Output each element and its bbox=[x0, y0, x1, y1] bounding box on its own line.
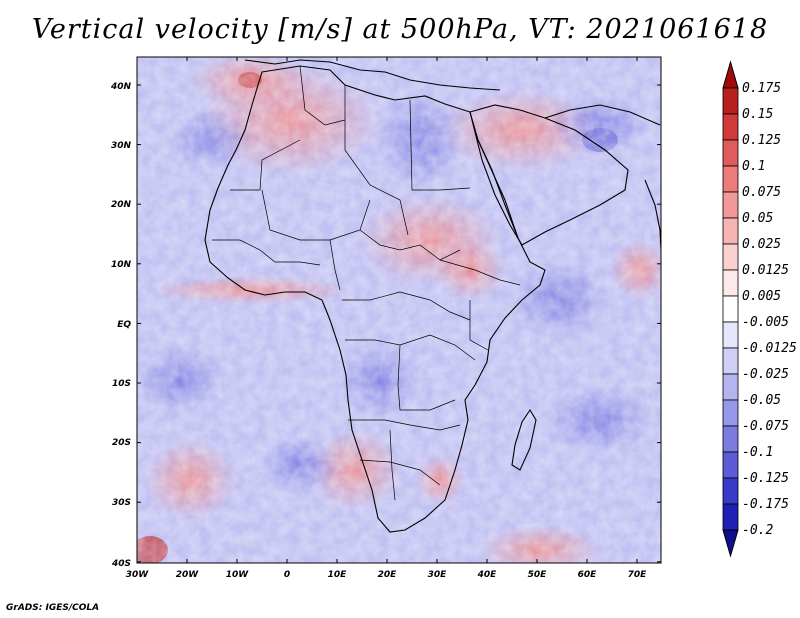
axis-ticks bbox=[136, 57, 661, 563]
colorbar-swatch bbox=[722, 399, 739, 427]
country-borders bbox=[212, 65, 521, 501]
colorbar-label: 0.1 bbox=[742, 159, 765, 174]
colorbar-label: -0.125 bbox=[742, 471, 789, 486]
lon-label: 10E bbox=[328, 570, 348, 580]
colorbar-swatch bbox=[722, 243, 739, 271]
colorbar-swatch bbox=[722, 139, 739, 167]
colorbar-swatch bbox=[722, 477, 739, 505]
colorbar-swatch bbox=[722, 451, 739, 479]
colorbar-swatch bbox=[722, 269, 739, 297]
lat-label: 40S bbox=[111, 559, 131, 569]
lon-label: 70E bbox=[628, 570, 648, 580]
colorbar-swatch bbox=[722, 321, 739, 349]
lat-label: 30S bbox=[112, 498, 131, 508]
lon-label: 20W bbox=[176, 570, 200, 580]
colorbar-label: 0.025 bbox=[742, 237, 781, 252]
colorbar-swatch bbox=[722, 165, 739, 193]
colorbar-label: -0.075 bbox=[742, 419, 789, 434]
colorbar-label: -0.2 bbox=[742, 523, 773, 538]
colorbar-label: -0.025 bbox=[742, 367, 789, 382]
colorbar-swatch bbox=[722, 191, 739, 219]
lat-label: 20S bbox=[112, 438, 131, 448]
lon-label: 10W bbox=[226, 570, 250, 580]
colorbar-label: -0.1 bbox=[742, 445, 773, 460]
colorbar-swatch bbox=[722, 347, 739, 375]
colorbar-label: 0.125 bbox=[742, 133, 781, 148]
colorbar-label: 0.05 bbox=[742, 211, 773, 226]
lon-label: 30E bbox=[428, 570, 448, 580]
coastlines bbox=[204, 59, 661, 533]
colorbar-label: 0.0125 bbox=[742, 263, 789, 278]
colorbar-swatch bbox=[722, 217, 739, 245]
lon-label: 0 bbox=[284, 570, 290, 580]
colorbar-label: 0.075 bbox=[742, 185, 781, 200]
lat-label: 10N bbox=[111, 260, 132, 270]
colorbar-label: 0.175 bbox=[742, 81, 781, 96]
lon-label: 30W bbox=[126, 570, 150, 580]
lon-label: 20E bbox=[378, 570, 398, 580]
map-frame bbox=[136, 56, 662, 564]
colorbar-swatch bbox=[722, 295, 739, 323]
colorbar-label: -0.175 bbox=[742, 497, 789, 512]
lon-label: 50E bbox=[528, 570, 548, 580]
lon-label: 40E bbox=[477, 570, 498, 580]
colorbar-labels: 0.175 0.15 0.125 0.1 0.075 0.05 0.025 0.… bbox=[742, 81, 797, 538]
grads-credit: GrADS: IGES/COLA bbox=[6, 603, 100, 613]
colorbar-label: 0.15 bbox=[742, 107, 773, 122]
colorbar-label: -0.0125 bbox=[742, 341, 797, 356]
lat-label: EQ bbox=[117, 320, 131, 330]
colorbar-bottom-arrow bbox=[722, 529, 739, 558]
lon-label: 60E bbox=[578, 570, 598, 580]
lat-label: 20N bbox=[111, 200, 132, 210]
colorbar-swatch bbox=[722, 373, 739, 401]
colorbar-label: 0.005 bbox=[742, 289, 781, 304]
colorbar-swatch bbox=[722, 503, 739, 531]
lat-label: 40N bbox=[110, 82, 132, 92]
latitude-labels: 40N 30N 20N 10N EQ 10S 20S 30S 40S bbox=[110, 82, 132, 569]
chart-title: Vertical velocity [m/s] at 500hPa, VT: 2… bbox=[31, 14, 769, 45]
lat-label: 30N bbox=[111, 141, 132, 151]
colorbar-label: -0.005 bbox=[742, 315, 789, 330]
colorbar-swatch bbox=[722, 113, 739, 141]
colorbar-label: -0.05 bbox=[742, 393, 781, 408]
colorbar-swatch bbox=[722, 87, 739, 115]
longitude-labels: 30W 20W 10W 0 10E 20E 30E 40E 50E 60E 70… bbox=[126, 570, 647, 580]
lat-label: 10S bbox=[112, 379, 131, 389]
colorbar-top-arrow bbox=[722, 60, 739, 89]
velocity-field bbox=[137, 57, 661, 563]
colorbar bbox=[722, 60, 739, 558]
colorbar-swatch bbox=[722, 425, 739, 453]
